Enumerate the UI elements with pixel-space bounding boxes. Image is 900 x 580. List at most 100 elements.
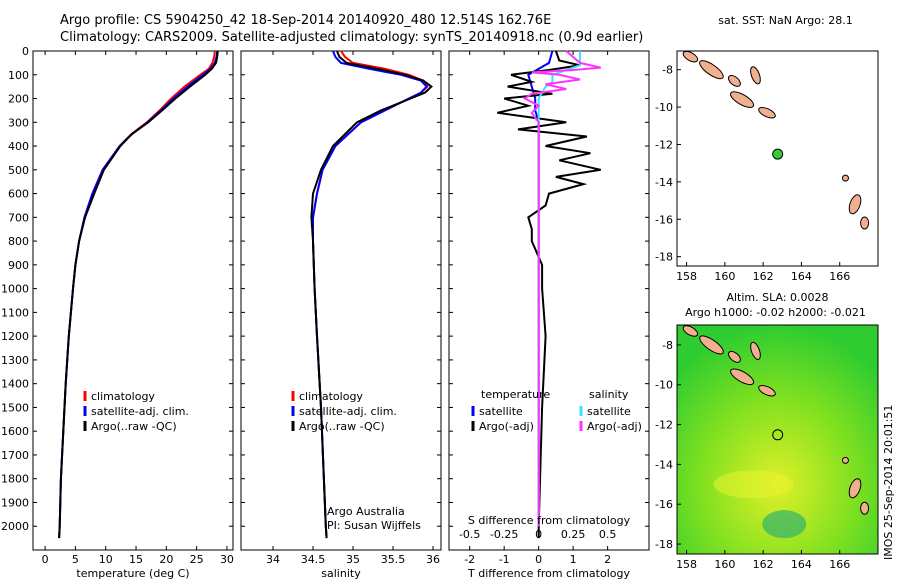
sla-high-patch	[713, 470, 794, 499]
depth-tick-label: 1600	[1, 425, 29, 438]
sla-map-subtitle: Argo h1000: -0.02 h2000: -0.021	[685, 306, 866, 319]
difference-profile-series-3	[522, 50, 601, 527]
sst-map-xtick-label: 158	[676, 270, 697, 283]
temperature-profile-xtick-label: 30	[220, 553, 234, 566]
sst-map-island	[750, 66, 761, 85]
sla-map-island	[682, 325, 699, 337]
sst-map-island	[758, 106, 776, 119]
sst-map-xtick-label: 164	[791, 270, 812, 283]
salinity-profile-series-2	[310, 50, 433, 539]
sst-map-island	[730, 91, 755, 108]
sst-map-ytick-label: -8	[662, 64, 673, 77]
sla-map-island	[750, 341, 761, 360]
temperature-profile-series-2	[58, 50, 219, 539]
sla-map-frame	[676, 324, 879, 555]
sst-map-island	[727, 74, 741, 87]
temperature-profile-xtick-label: 10	[99, 553, 113, 566]
salinity-profile-series-0	[312, 50, 429, 539]
sla-map-island	[841, 456, 849, 464]
difference-profile-frame	[448, 50, 650, 551]
depth-tick-label: 1700	[1, 449, 29, 462]
sla-map-island	[860, 501, 870, 515]
sst-map-frame	[676, 50, 879, 267]
difference-profile-xtick-label: 2	[604, 553, 611, 566]
sst-map-argo-marker	[772, 148, 784, 160]
credits-line-2: PI: Susan Wijffels	[327, 519, 421, 532]
diff-s-tick-label: 0.5	[599, 528, 617, 541]
sst-map-ytick-label: -12	[655, 138, 673, 151]
temperature-profile-frame	[32, 50, 234, 551]
temperature-profile-xtick-label: 5	[72, 553, 79, 566]
diff-legend-title-salinity: salinity	[589, 388, 629, 401]
diff-s-tick-label: 0.25	[561, 528, 586, 541]
imos-timestamp-label: IMOS 25-Sep-2014 20:01:51	[882, 404, 895, 560]
sla-map-xtick-label: 162	[753, 558, 774, 571]
salinity-profile-frame	[240, 50, 442, 551]
depth-tick-label: 900	[8, 259, 29, 272]
depth-tick-label: 1100	[1, 306, 29, 319]
temperature-profile-series-0	[58, 50, 216, 539]
temperature-profile-xtick-label: 0	[42, 553, 49, 566]
difference-profile-xlabel: T difference from climatology	[467, 567, 630, 580]
salinity-profile-series-1	[312, 50, 428, 539]
depth-tick-label: 1400	[1, 378, 29, 391]
depth-tick-label: 600	[8, 188, 29, 201]
depth-tick-label: 200	[8, 93, 29, 106]
sla-map-ytick-label: -8	[662, 339, 673, 352]
sst-map-island	[699, 60, 724, 80]
difference-profile-xtick-label: 1	[570, 553, 577, 566]
diff-legend-label: satellite	[587, 405, 631, 418]
header-line-1: Argo profile: CS 5904250_42 18-Sep-2014 …	[60, 13, 552, 28]
salinity-profile-xtick-label: 34.5	[301, 553, 326, 566]
depth-tick-label: 1200	[1, 330, 29, 343]
salinity-profile-legend-label: satellite-adj. clim.	[299, 405, 397, 418]
temperature-profile-legend-label: climatology	[91, 390, 155, 403]
salinity-profile-legend-label: climatology	[299, 390, 363, 403]
sst-map-island	[682, 50, 699, 63]
sla-map-title: Altim. SLA: 0.0028	[726, 291, 828, 304]
difference-profile-xtick-label: -1	[499, 553, 510, 566]
sst-map-ytick-label: -14	[655, 176, 673, 189]
depth-tick-label: 1900	[1, 496, 29, 509]
diff-legend-label: Argo(-adj)	[479, 420, 534, 433]
temperature-profile-legend-label: satellite-adj. clim.	[91, 405, 189, 418]
depth-tick-label: 1500	[1, 401, 29, 414]
sla-map-island	[699, 335, 724, 355]
depth-tick-label: 2000	[1, 520, 29, 533]
temperature-profile-xtick-label: 25	[190, 553, 204, 566]
difference-profile-xtick-label: -2	[464, 553, 475, 566]
depth-tick-label: 100	[8, 69, 29, 82]
diff-s-tick-label: 0	[535, 528, 542, 541]
salinity-profile-xlabel: salinity	[321, 567, 361, 580]
sla-map-ytick-label: -12	[655, 419, 673, 432]
sla-map-ytick-label: -16	[655, 498, 673, 511]
depth-tick-label: 300	[8, 116, 29, 129]
depth-tick-label: 500	[8, 164, 29, 177]
sst-map-xtick-label: 162	[753, 270, 774, 283]
temperature-profile-xtick-label: 15	[129, 553, 143, 566]
depth-tick-label: 800	[8, 235, 29, 248]
sst-map-ytick-label: -18	[655, 251, 673, 264]
temperature-profile-xlabel: temperature (deg C)	[76, 567, 189, 580]
sst-map-island	[848, 194, 862, 215]
sst-map-xtick-label: 160	[714, 270, 735, 283]
depth-tick-label: 700	[8, 211, 29, 224]
temperature-profile-xtick-label: 20	[159, 553, 173, 566]
sla-map-xtick-label: 160	[714, 558, 735, 571]
salinity-profile-xtick-label: 35	[346, 553, 360, 566]
depth-tick-label: 400	[8, 140, 29, 153]
sla-map-argo-marker	[772, 429, 784, 441]
depth-tick-label: 1000	[1, 283, 29, 296]
sst-map-island	[860, 216, 870, 230]
header-line-2: Climatology: CARS2009. Satellite-adjuste…	[60, 30, 644, 45]
sla-map-ytick-label: -18	[655, 538, 673, 551]
sst-map-xtick-label: 166	[829, 270, 850, 283]
sla-map-island	[758, 384, 776, 397]
salinity-profile-legend-label: Argo(..raw -QC)	[299, 420, 385, 433]
sla-low-patch	[762, 510, 807, 539]
sla-map-island	[730, 368, 755, 386]
temperature-profile-series-1	[58, 50, 219, 539]
salinity-profile-xtick-label: 35.5	[381, 553, 406, 566]
sla-map-island	[848, 478, 862, 499]
sla-map-xtick-label: 164	[791, 558, 812, 571]
